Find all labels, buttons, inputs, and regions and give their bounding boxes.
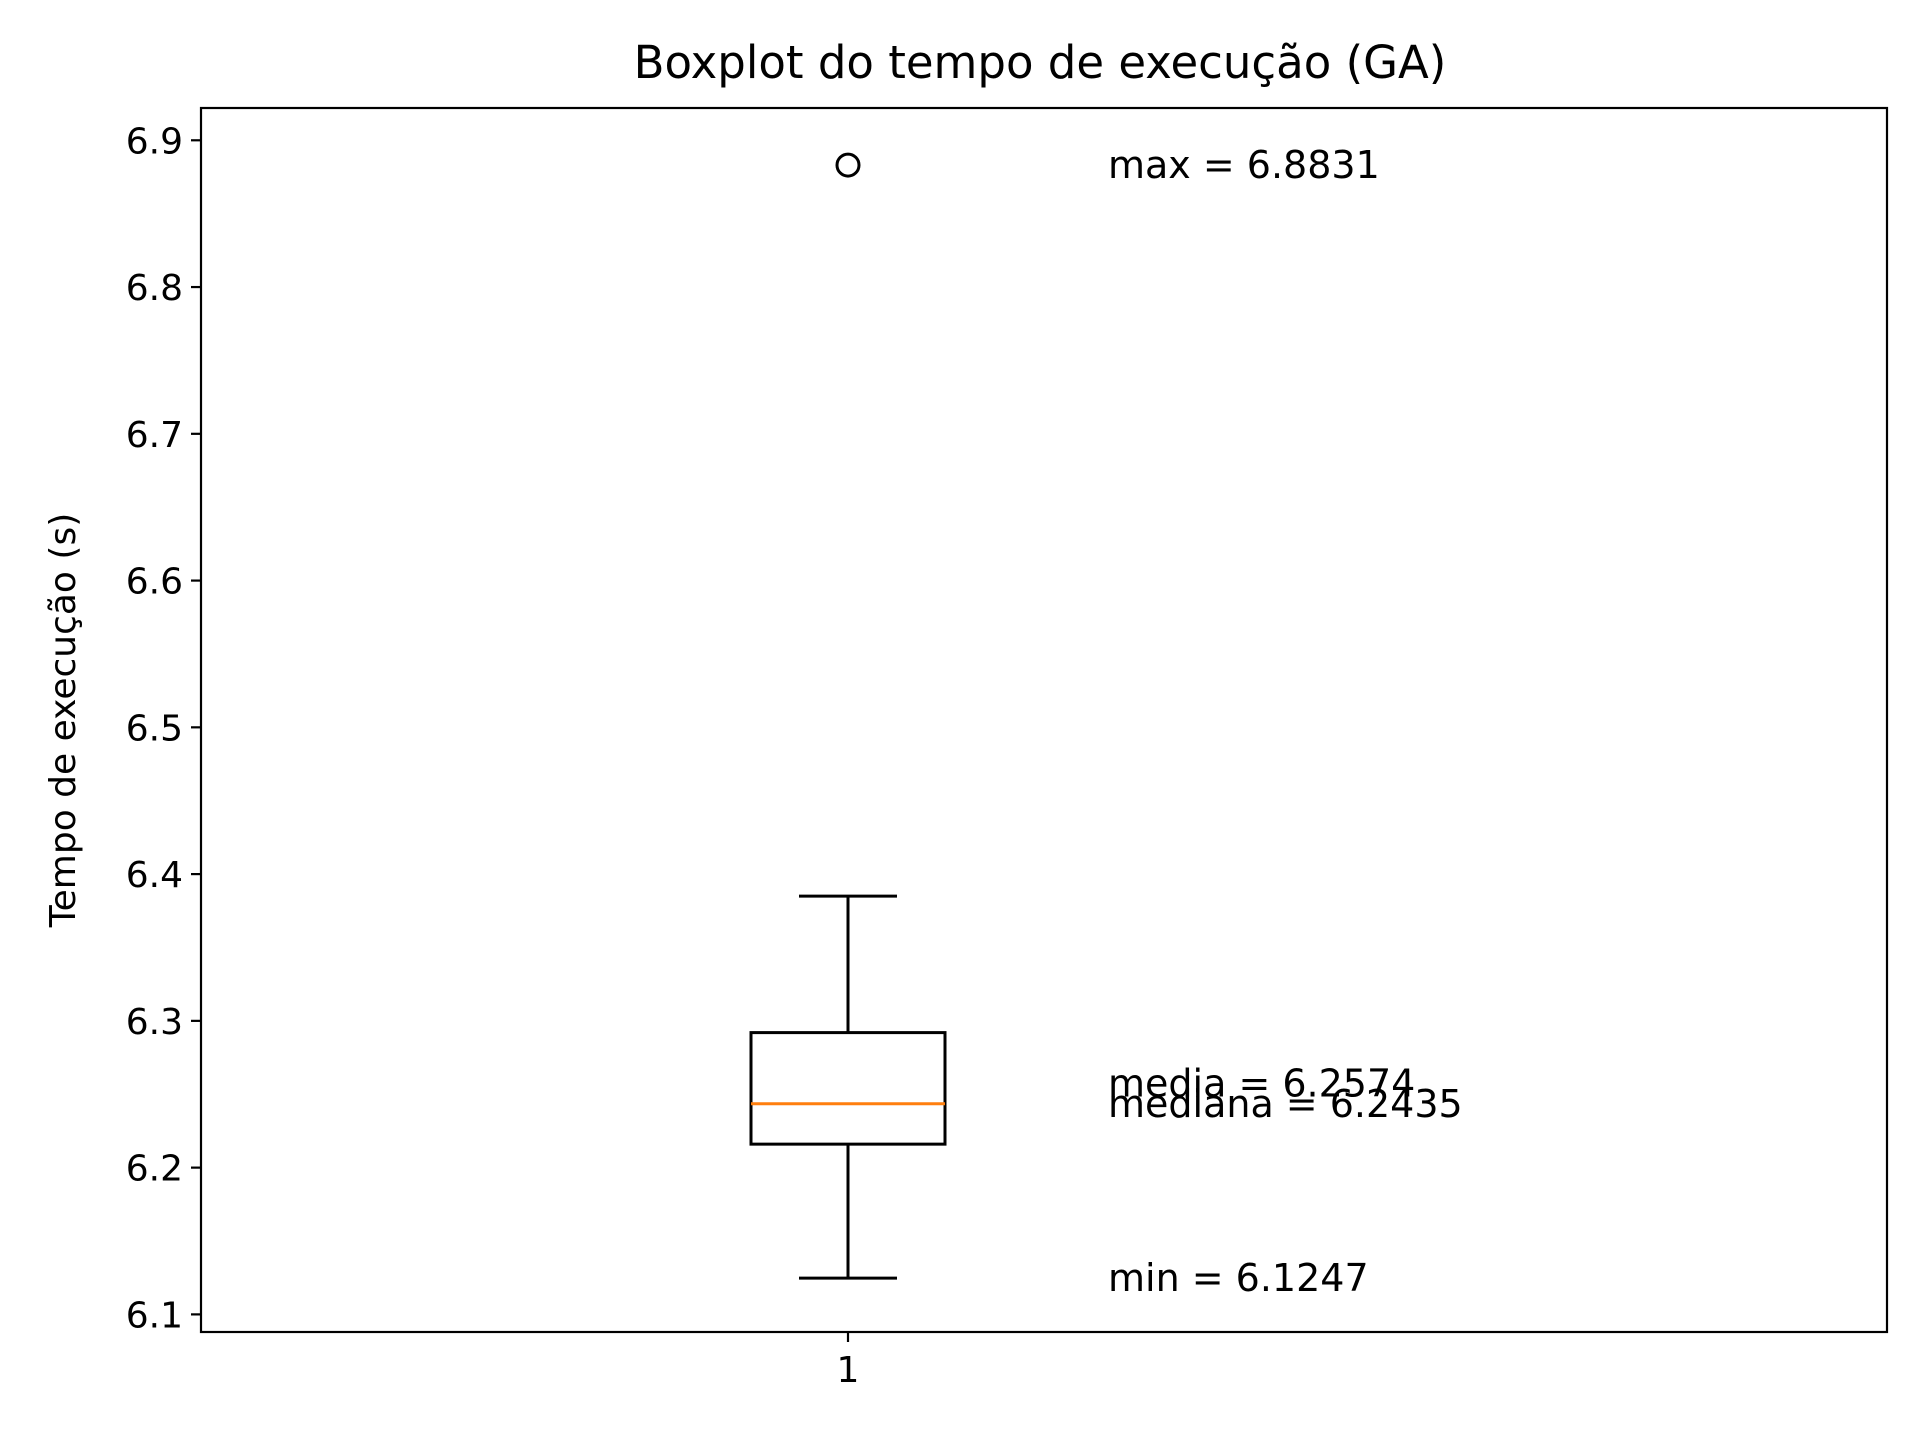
annotation-label: max = 6.8831	[1108, 143, 1380, 187]
annotation-label: mediana = 6.2435	[1108, 1082, 1463, 1126]
x-axis: 1	[837, 1332, 860, 1391]
y-tick-label: 6.7	[126, 415, 183, 456]
box-series	[749, 152, 947, 1280]
y-tick-label: 6.6	[126, 562, 183, 603]
y-tick-label: 6.2	[126, 1149, 183, 1190]
box-iqr	[749, 1031, 947, 1146]
chart-title: Boxplot do tempo de execução (GA)	[634, 36, 1447, 89]
y-tick-label: 6.1	[126, 1295, 183, 1336]
x-tick-label: 1	[837, 1350, 860, 1391]
y-tick-label: 6.5	[126, 708, 183, 749]
annotation-label: media = 6.2574	[1108, 1061, 1415, 1105]
y-tick-label: 6.4	[126, 855, 183, 896]
annotation-label: min = 6.1247	[1108, 1256, 1369, 1300]
y-tick-label: 6.8	[126, 268, 183, 309]
y-axis-label: Tempo de execução (s)	[43, 513, 84, 929]
y-axis: 6.1 6.2 6.3 6.4 6.5 6.6 6.7 6.8 6.9	[126, 121, 201, 1336]
plot-frame	[199, 106, 1889, 1334]
y-tick-label: 6.3	[126, 1002, 183, 1043]
y-tick-label: 6.9	[126, 121, 183, 162]
outlier-point	[835, 152, 861, 178]
